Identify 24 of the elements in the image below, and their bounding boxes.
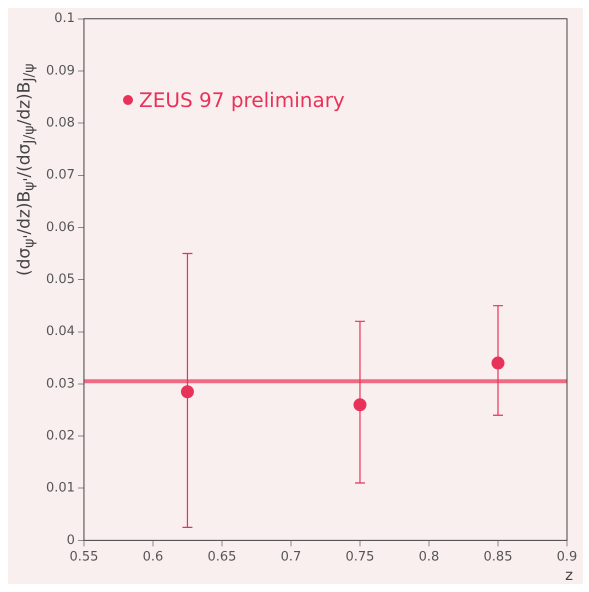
legend-label: ZEUS 97 preliminary (139, 88, 345, 112)
y-tick-label: 0.03 (46, 376, 75, 392)
x-tick-label: 0.7 (280, 550, 302, 565)
y-tick-label: 0.01 (46, 480, 75, 496)
y-tick-label: 0.07 (46, 168, 75, 183)
y-tick-label: 0.09 (46, 63, 75, 78)
y-tick-label: 0 (66, 532, 75, 548)
point (491, 356, 504, 370)
y-tick-label: 0.04 (46, 324, 75, 340)
x-tick-label: 0.85 (484, 550, 512, 565)
x-tick-label: 0.8 (418, 550, 440, 565)
x-tick-label: 0.65 (207, 550, 236, 565)
y-tick-label: 0.08 (46, 115, 75, 130)
y-tick-label: 0.02 (46, 428, 75, 444)
x-tick-label: 0.9 (556, 550, 578, 565)
point (180, 385, 194, 398)
y-tick-label: 0.06 (46, 220, 75, 235)
x-tick-label: 0.55 (69, 550, 98, 565)
x-axis-title: z (565, 566, 573, 584)
y-tick-label: 0.05 (46, 272, 75, 287)
point (353, 398, 366, 412)
y-tick-label: 0.1 (54, 11, 75, 26)
x-tick-label: 0.75 (346, 550, 374, 565)
x-tick-label: 0.6 (142, 550, 164, 565)
